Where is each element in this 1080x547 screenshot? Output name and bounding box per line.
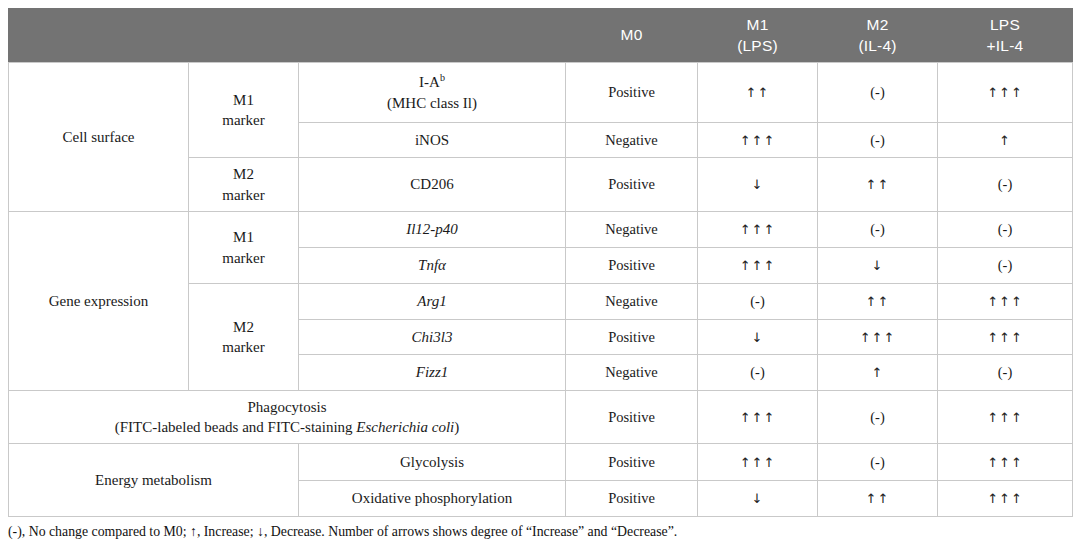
energy-name-glycolysis: Glycolysis: [299, 444, 566, 481]
ia-name-line2: (MHC class Il): [303, 93, 561, 113]
fizz1-m1-value: (-): [698, 355, 818, 391]
inos-lps-value: ↑: [938, 123, 1073, 158]
marker-line2: marker: [193, 110, 294, 130]
cd206-lps-value: (-): [938, 158, 1073, 212]
glycolysis-m0-value: Positive: [566, 444, 698, 481]
cd206-m2-value: ↑↑: [818, 158, 938, 212]
phagocytosis-line2-pre: (FITC-labeled beads and FITC-staining: [115, 419, 357, 435]
glycolysis-m1-value: ↑↑↑: [698, 444, 818, 481]
category-phagocytosis: Phagocytosis (FITC-labeled beads and FIT…: [9, 391, 566, 444]
table-footnote: (-), No change compared to M0; ↑, Increa…: [8, 524, 1080, 540]
arg1-lps-value: ↑↑↑: [938, 284, 1073, 320]
marker-name-inos: iNOS: [299, 123, 566, 158]
cell-surface-m1-marker: M1 marker: [189, 63, 299, 158]
phagocytosis-m2-value: (-): [818, 391, 938, 444]
header-m1-line2: (LPS): [702, 36, 813, 57]
oxphos-lps-value: ↑↑↑: [938, 481, 1073, 517]
ia-lps-value: ↑↑↑: [938, 63, 1073, 123]
row-phagocytosis: Phagocytosis (FITC-labeled beads and FIT…: [9, 391, 1073, 444]
phagocytosis-line1: Phagocytosis: [13, 397, 561, 417]
il12-m2-value: (-): [818, 212, 938, 248]
tnfa-lps-value: (-): [938, 248, 1073, 284]
arg1-m0-value: Negative: [566, 284, 698, 320]
header-m2-line1: M2: [822, 15, 933, 36]
chi3l3-lps-value: ↑↑↑: [938, 320, 1073, 355]
header-m0: M0: [566, 9, 698, 63]
marker-line1: M1: [193, 90, 294, 110]
phagocytosis-m0-value: Positive: [566, 391, 698, 444]
il12-m0-value: Negative: [566, 212, 698, 248]
ia-name-sup: b: [440, 72, 445, 83]
inos-m0-value: Negative: [566, 123, 698, 158]
gene-name-il12-p40: Il12-p40: [299, 212, 566, 248]
gene-m2-marker: M2 marker: [189, 284, 299, 391]
marker-line1: M2: [193, 317, 294, 337]
inos-m2-value: (-): [818, 123, 938, 158]
oxphos-m2-value: ↑↑: [818, 481, 938, 517]
tnfa-m2-value: ↓: [818, 248, 938, 284]
arg1-m1-value: (-): [698, 284, 818, 320]
cd206-m1-value: ↓: [698, 158, 818, 212]
page: M0 M1 (LPS) M2 (IL-4) LPS +IL-4 Cell sur…: [0, 0, 1080, 517]
chi3l3-m0-value: Positive: [566, 320, 698, 355]
marker-name-cd206: CD206: [299, 158, 566, 212]
marker-line2: marker: [193, 337, 294, 357]
energy-name-oxphos: Oxidative phosphorylation: [299, 481, 566, 517]
header-m0-label: M0: [570, 25, 693, 46]
gene-m1-marker: M1 marker: [189, 212, 299, 284]
category-energy-metabolism: Energy metabolism: [9, 444, 299, 517]
gene-name-tnfa: Tnfα: [299, 248, 566, 284]
header-lps-line1: LPS: [942, 15, 1068, 36]
header-m1-line1: M1: [702, 15, 813, 36]
il12-m1-value: ↑↑↑: [698, 212, 818, 248]
header-lps-il4: LPS +IL-4: [938, 9, 1073, 63]
il12-lps-value: (-): [938, 212, 1073, 248]
gene-name-chi3l3: Chi3l3: [299, 320, 566, 355]
gene-name-fizz1: Fizz1: [299, 355, 566, 391]
header-m2-line2: (IL-4): [822, 36, 933, 57]
header-lps-line2: +IL-4: [942, 36, 1068, 57]
category-cell-surface: Cell surface: [9, 63, 189, 212]
ia-name-line1: I-Ab: [303, 72, 561, 92]
phagocytosis-line2-post: ): [454, 419, 459, 435]
oxphos-m0-value: Positive: [566, 481, 698, 517]
fizz1-m0-value: Negative: [566, 355, 698, 391]
marker-line2: marker: [193, 248, 294, 268]
fizz1-m2-value: ↑: [818, 355, 938, 391]
tnfa-m0-value: Positive: [566, 248, 698, 284]
ia-m0-value: Positive: [566, 63, 698, 123]
arg1-m2-value: ↑↑: [818, 284, 938, 320]
marker-name-ia: I-Ab (MHC class Il): [299, 63, 566, 123]
fizz1-lps-value: (-): [938, 355, 1073, 391]
marker-line2: marker: [193, 185, 294, 205]
header-m2-il4: M2 (IL-4): [818, 9, 938, 63]
row-il12: Gene expression M1 marker Il12-p40 Negat…: [9, 212, 1073, 248]
row-glycolysis: Energy metabolism Glycolysis Positive ↑↑…: [9, 444, 1073, 481]
ia-name-main: I-A: [419, 74, 440, 90]
header-m1-lps: M1 (LPS): [698, 9, 818, 63]
glycolysis-m2-value: (-): [818, 444, 938, 481]
cell-surface-m2-marker: M2 marker: [189, 158, 299, 212]
gene-name-arg1: Arg1: [299, 284, 566, 320]
phagocytosis-lps-value: ↑↑↑: [938, 391, 1073, 444]
marker-line1: M1: [193, 227, 294, 247]
oxphos-m1-value: ↓: [698, 481, 818, 517]
inos-m1-value: ↑↑↑: [698, 123, 818, 158]
phagocytosis-species: Escherichia coli: [356, 419, 454, 435]
chi3l3-m2-value: ↑↑↑: [818, 320, 938, 355]
cd206-m0-value: Positive: [566, 158, 698, 212]
tnfa-m1-value: ↑↑↑: [698, 248, 818, 284]
chi3l3-m1-value: ↓: [698, 320, 818, 355]
row-ia: Cell surface M1 marker I-Ab (MHC class I…: [9, 63, 1073, 123]
header-empty-cell: [9, 9, 566, 63]
ia-m1-value: ↑↑: [698, 63, 818, 123]
header-row: M0 M1 (LPS) M2 (IL-4) LPS +IL-4: [9, 9, 1073, 63]
marker-line1: M2: [193, 164, 294, 184]
phagocytosis-m1-value: ↑↑↑: [698, 391, 818, 444]
phagocytosis-line2: (FITC-labeled beads and FITC-staining Es…: [13, 417, 561, 437]
ia-m2-value: (-): [818, 63, 938, 123]
glycolysis-lps-value: ↑↑↑: [938, 444, 1073, 481]
category-gene-expression: Gene expression: [9, 212, 189, 391]
macrophage-polarization-table: M0 M1 (LPS) M2 (IL-4) LPS +IL-4 Cell sur…: [8, 8, 1073, 517]
